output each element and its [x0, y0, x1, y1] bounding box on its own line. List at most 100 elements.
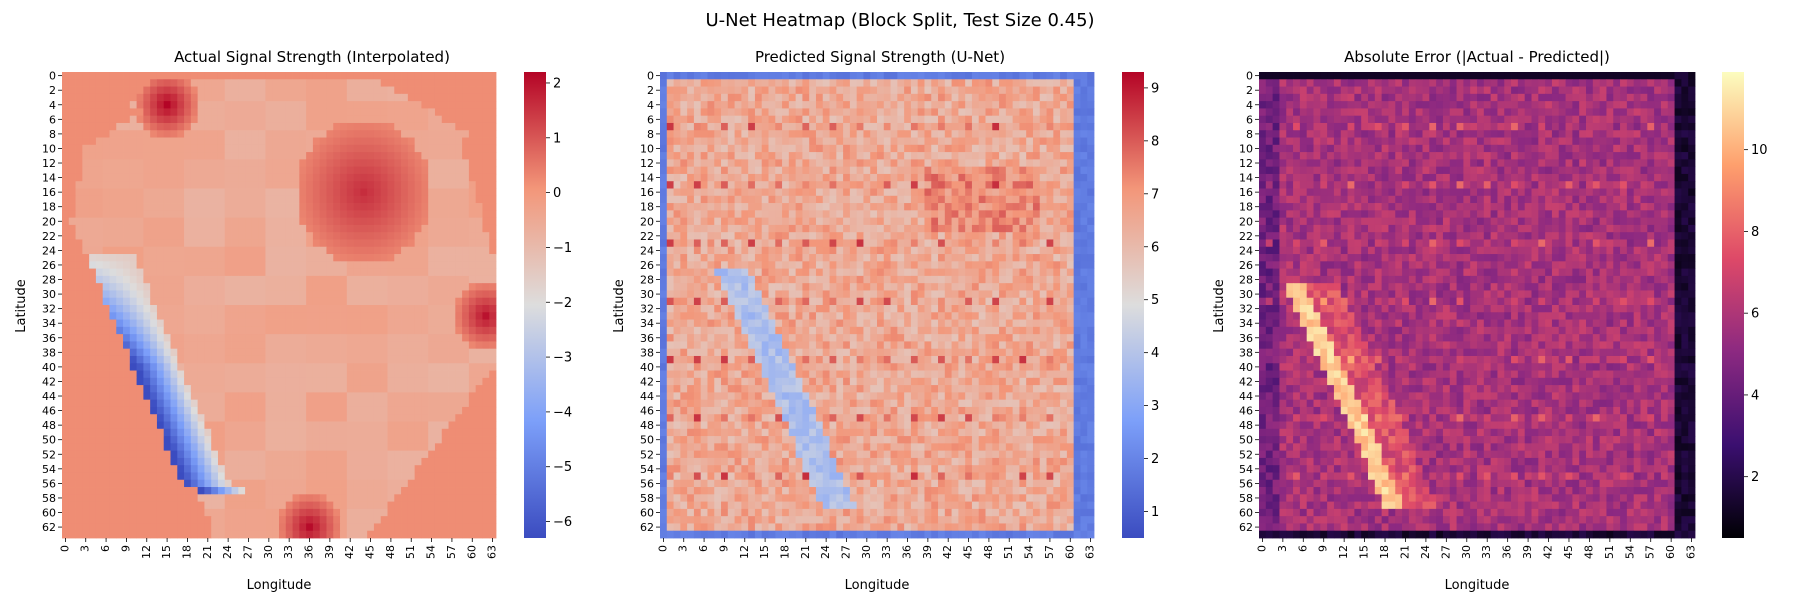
heatmap-cell: [184, 377, 192, 386]
heatmap-cell: [904, 86, 912, 95]
heatmap-cell: [251, 465, 260, 473]
heatmap-cell: [687, 130, 695, 138]
heatmap-cell: [224, 254, 232, 262]
heatmap-cell: [312, 297, 321, 306]
heatmap-cell: [95, 239, 104, 248]
heatmap-cell: [360, 268, 368, 277]
heatmap-cell: [177, 385, 185, 393]
heatmap-cell: [211, 436, 219, 444]
heatmap-cell: [346, 268, 354, 277]
heatmap-cell: [489, 457, 497, 466]
heatmap-cell: [1032, 152, 1041, 160]
heatmap-cell: [170, 392, 178, 401]
heatmap-cell: [238, 341, 246, 350]
heatmap-cell: [693, 115, 702, 124]
heatmap-cell: [224, 232, 232, 240]
heatmap-cell: [434, 297, 443, 306]
heatmap-cell: [285, 181, 293, 189]
heatmap-cell: [434, 516, 443, 524]
heatmap-cell: [95, 326, 104, 335]
heatmap-cell: [421, 341, 429, 350]
heatmap-cell: [251, 203, 260, 211]
heatmap-cell: [448, 487, 456, 495]
heatmap-cell: [475, 450, 483, 459]
heatmap-cell: [95, 436, 104, 444]
heatmap-cell: [238, 465, 246, 473]
heatmap-cell: [448, 210, 456, 219]
heatmap-cell: [123, 72, 131, 80]
heatmap-cell: [360, 516, 368, 524]
heatmap-cell: [795, 93, 803, 102]
heatmap-cell: [475, 297, 483, 306]
heatmap-cell: [407, 312, 416, 320]
heatmap-cell: [279, 195, 287, 204]
heatmap-cell: [190, 173, 199, 182]
heatmap-cell: [211, 443, 219, 452]
heatmap-cell: [116, 93, 124, 102]
heatmap-cell: [231, 79, 239, 87]
heatmap-cell: [299, 487, 307, 495]
heatmap-cell: [156, 217, 165, 226]
heatmap-cell: [360, 290, 368, 299]
heatmap-cell: [129, 79, 137, 87]
heatmap-cell: [904, 137, 912, 146]
heatmap-cell: [734, 86, 742, 95]
heatmap-cell: [326, 465, 334, 473]
heatmap-cell: [279, 144, 287, 153]
heatmap-cell: [863, 79, 871, 87]
heatmap-cell: [421, 494, 429, 502]
heatmap-cell: [870, 86, 878, 95]
heatmap-cell: [849, 93, 858, 102]
heatmap-cell: [734, 130, 742, 138]
heatmap-cell: [414, 414, 422, 422]
heatmap-cell: [217, 101, 226, 109]
heatmap-cell: [102, 377, 110, 386]
heatmap-cell: [407, 406, 416, 415]
heatmap-cell: [475, 173, 483, 182]
heatmap-cell: [475, 224, 483, 233]
heatmap-cell: [754, 115, 763, 124]
heatmap-cell: [877, 72, 885, 80]
heatmap-cell: [245, 195, 253, 204]
heatmap-cell: [326, 494, 334, 502]
heatmap-cell: [401, 436, 409, 444]
heatmap-cell: [687, 101, 695, 109]
heatmap-cell: [333, 72, 341, 80]
heatmap-cell: [353, 86, 361, 95]
heatmap-cell: [265, 319, 273, 328]
heatmap-cell: [428, 79, 436, 87]
heatmap-cell: [462, 450, 470, 459]
heatmap-cell: [748, 115, 756, 124]
heatmap-cell: [340, 421, 348, 430]
heatmap-cell: [1039, 122, 1047, 131]
heatmap-cell: [136, 377, 144, 386]
x-tick-label: 18: [181, 545, 194, 559]
heatmap-cell: [407, 465, 416, 473]
heatmap-cell: [421, 232, 429, 240]
x-tick-label: 54: [425, 545, 438, 559]
heatmap-cell: [353, 443, 361, 452]
heatmap-cell: [475, 326, 483, 335]
heatmap-cell: [768, 152, 776, 160]
heatmap-cell: [62, 406, 70, 415]
heatmap-cell: [109, 137, 117, 146]
heatmap-cell: [401, 283, 409, 291]
heatmap-cell: [795, 72, 803, 80]
heatmap-cell: [326, 166, 334, 175]
heatmap-cell: [346, 159, 354, 168]
heatmap-cell: [204, 370, 212, 379]
heatmap-cell: [373, 101, 382, 109]
heatmap-cell: [421, 523, 429, 532]
heatmap-cell: [353, 450, 361, 459]
heatmap-cell: [204, 283, 212, 291]
heatmap-cell: [89, 115, 97, 124]
heatmap-cell: [82, 217, 90, 226]
heatmap-cell: [373, 494, 382, 502]
heatmap-cell: [883, 101, 891, 109]
heatmap-cell: [217, 86, 226, 95]
heatmap-cell: [150, 406, 158, 415]
heatmap-cell: [190, 93, 199, 102]
heatmap-cell: [802, 86, 810, 95]
heatmap-cell: [251, 516, 260, 524]
heatmap-cell: [367, 115, 375, 124]
